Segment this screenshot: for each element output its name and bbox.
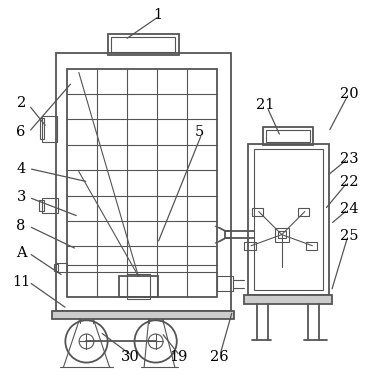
Bar (248, 144, 328, 295)
Bar (56, 263, 67, 272)
Text: 22: 22 (340, 175, 359, 189)
Bar (217, 276, 232, 291)
Text: 3: 3 (16, 190, 26, 204)
Bar (40, 118, 44, 139)
Text: 23: 23 (340, 152, 359, 166)
Text: 24: 24 (340, 202, 359, 216)
Bar (56, 53, 230, 311)
Bar (244, 242, 256, 250)
Text: 11: 11 (12, 275, 30, 289)
Bar (298, 208, 309, 216)
Bar (67, 68, 217, 297)
Bar (244, 295, 332, 304)
Bar (108, 34, 179, 55)
Text: 26: 26 (210, 350, 229, 364)
Bar (252, 208, 263, 216)
Text: 25: 25 (340, 229, 359, 243)
Text: 1: 1 (153, 8, 162, 22)
Bar (278, 231, 286, 238)
Text: 2: 2 (16, 96, 26, 110)
Text: 20: 20 (340, 87, 359, 101)
Bar (266, 130, 310, 142)
Bar (42, 198, 58, 213)
Bar (54, 264, 58, 271)
Bar (263, 127, 313, 145)
Text: 30: 30 (121, 350, 140, 364)
Text: 8: 8 (16, 219, 26, 233)
Text: 4: 4 (16, 161, 26, 176)
Bar (305, 242, 317, 250)
Bar (254, 149, 323, 289)
Text: A: A (16, 246, 27, 260)
Bar (127, 274, 150, 299)
Bar (111, 37, 175, 52)
Bar (119, 276, 158, 297)
Bar (275, 228, 289, 241)
Bar (52, 311, 234, 319)
Text: 6: 6 (16, 125, 26, 139)
Bar (39, 200, 44, 211)
Text: 21: 21 (256, 98, 274, 112)
Text: 19: 19 (169, 350, 188, 364)
Bar (42, 115, 57, 142)
Text: 5: 5 (195, 125, 205, 139)
